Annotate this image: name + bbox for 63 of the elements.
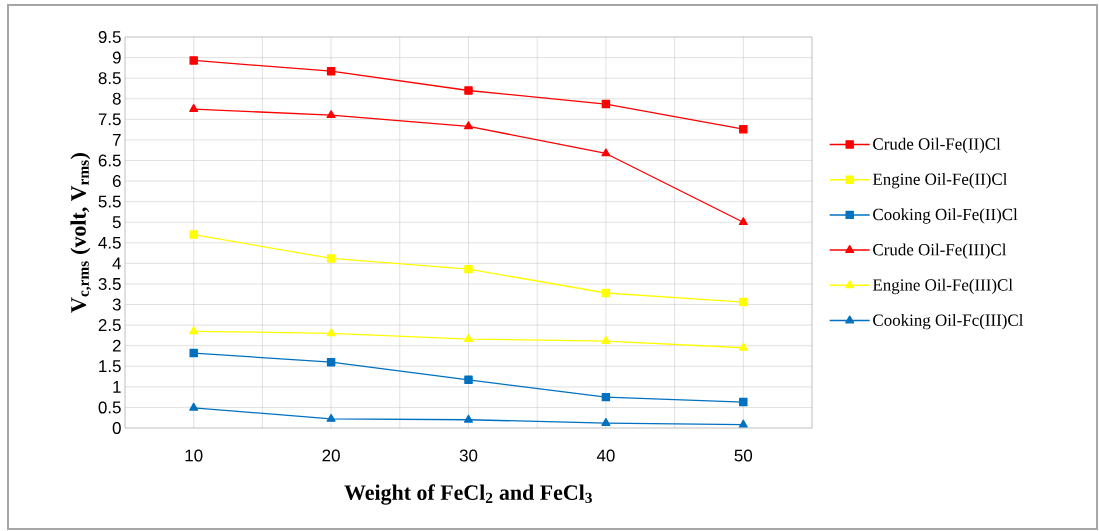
- x-tick-label: 20: [322, 449, 340, 462]
- legend-label: Engine Oil-Fe(III)Cl: [872, 278, 1013, 295]
- point: [463, 121, 474, 130]
- point: [326, 357, 336, 367]
- legend-label: Crude Oil-Fe(II)Cl: [873, 137, 1001, 154]
- y-tick-label: 8.5: [98, 72, 121, 85]
- y-tick-label: 2: [112, 339, 121, 352]
- x-tick-label: 10: [185, 449, 203, 462]
- x-tick-label: 50: [734, 449, 753, 462]
- point: [189, 56, 198, 65]
- x-tick-label: 40: [596, 449, 615, 462]
- point: [464, 264, 473, 274]
- y-tick-label: 3: [112, 298, 121, 311]
- point: [189, 402, 199, 411]
- y-tick-label: 1: [113, 381, 121, 393]
- point: [189, 348, 198, 358]
- point: [601, 392, 611, 402]
- y-axis-title: V$_{c,rms}$ (volt, V$_{rms}$): [70, 153, 92, 313]
- point: [739, 124, 748, 134]
- point: [189, 326, 199, 335]
- point: [326, 254, 336, 263]
- y-tick-label: 0: [112, 422, 121, 434]
- point: [601, 417, 611, 426]
- y-tick-label: 9: [112, 51, 121, 64]
- y-tick-label: 9.5: [98, 31, 121, 43]
- point: [189, 103, 199, 112]
- x-tick-label: 30: [459, 449, 478, 462]
- point: [464, 86, 473, 95]
- y-tick-label: 7: [112, 134, 121, 146]
- point: [326, 110, 336, 119]
- point: [189, 230, 198, 239]
- y-tick-label: 4: [112, 257, 121, 270]
- point: [326, 66, 336, 76]
- legend-label: Cooking Oil-Fc(III)Cl: [873, 313, 1024, 330]
- point: [464, 375, 473, 385]
- legend-label: Cooking Oil-Fe(II)Cl: [873, 208, 1018, 224]
- legend-label: Engine Oil-Fe(II)Cl: [872, 173, 1008, 189]
- y-tick-label: 8: [112, 92, 121, 105]
- point: [739, 397, 748, 407]
- point: [463, 333, 474, 342]
- y-tick-label: 7.5: [98, 113, 121, 126]
- point: [601, 288, 611, 298]
- y-tick-label: 5.5: [98, 195, 121, 208]
- point: [738, 342, 748, 351]
- y-tick-label: 5: [112, 216, 121, 229]
- point: [739, 297, 748, 307]
- point: [463, 414, 474, 423]
- point: [326, 413, 336, 422]
- point: [601, 99, 611, 109]
- point: [601, 148, 611, 157]
- y-tick-label: 6.5: [98, 154, 121, 167]
- y-tick-label: 6: [112, 175, 121, 188]
- point: [738, 419, 748, 428]
- y-tick-label: 0.5: [98, 401, 121, 414]
- x-axis-title: Weight of FeCl$_{2}$ and FeCl$_{3}$: [344, 484, 592, 505]
- y-tick-label: 3.5: [98, 277, 121, 290]
- legend-label: Crude Oil-Fe(III)Cl: [873, 243, 1007, 259]
- point: [601, 336, 611, 345]
- y-tick-label: 4.5: [98, 236, 121, 249]
- point: [326, 328, 336, 337]
- y-tick-label: 2.5: [98, 319, 121, 332]
- y-tick-label: 1.5: [99, 360, 121, 373]
- point: [738, 217, 748, 226]
